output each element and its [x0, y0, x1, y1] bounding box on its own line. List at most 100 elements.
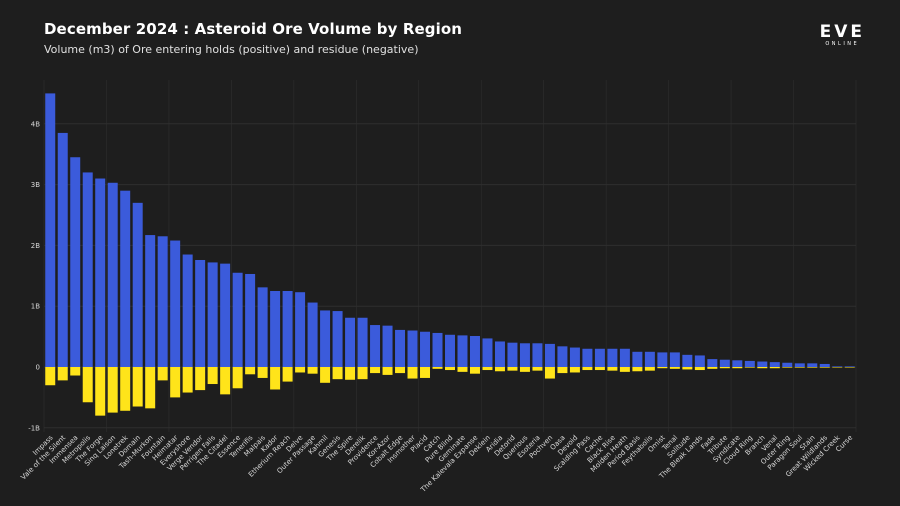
bar-positive[interactable]: [757, 361, 768, 367]
bar-positive[interactable]: [544, 343, 555, 367]
bar-positive[interactable]: [232, 272, 243, 367]
bar-positive[interactable]: [744, 360, 755, 367]
bar-negative[interactable]: [707, 367, 718, 369]
bar-negative[interactable]: [382, 367, 393, 375]
bar-negative[interactable]: [719, 367, 730, 369]
bar-negative[interactable]: [769, 367, 780, 369]
bar-positive[interactable]: [82, 172, 93, 367]
bar-positive[interactable]: [794, 363, 805, 367]
bar-negative[interactable]: [594, 367, 605, 371]
bar-positive[interactable]: [582, 348, 593, 367]
bar-negative[interactable]: [257, 367, 268, 378]
bar-negative[interactable]: [732, 367, 743, 369]
bar-positive[interactable]: [45, 93, 56, 368]
bar-positive[interactable]: [320, 310, 331, 367]
bar-positive[interactable]: [769, 362, 780, 367]
bar-positive[interactable]: [220, 263, 231, 367]
bar-negative[interactable]: [282, 367, 293, 382]
bar-positive[interactable]: [607, 348, 618, 367]
bar-positive[interactable]: [569, 347, 580, 367]
bar-positive[interactable]: [382, 325, 393, 367]
bar-positive[interactable]: [594, 348, 605, 367]
bar-positive[interactable]: [644, 351, 655, 367]
bar-positive[interactable]: [245, 273, 256, 367]
bar-negative[interactable]: [507, 367, 518, 371]
bar-positive[interactable]: [57, 132, 68, 367]
bar-positive[interactable]: [432, 332, 443, 367]
bar-negative[interactable]: [632, 367, 643, 372]
bar-positive[interactable]: [832, 366, 843, 367]
bar-negative[interactable]: [644, 367, 655, 371]
bar-negative[interactable]: [469, 367, 480, 374]
bar-positive[interactable]: [170, 240, 181, 367]
bar-positive[interactable]: [707, 359, 718, 367]
bar-positive[interactable]: [669, 352, 680, 367]
bar-positive[interactable]: [282, 291, 293, 367]
bar-positive[interactable]: [257, 287, 268, 367]
bar-positive[interactable]: [494, 341, 505, 367]
bar-negative[interactable]: [482, 367, 493, 371]
bar-negative[interactable]: [245, 367, 256, 375]
bar-positive[interactable]: [120, 190, 131, 367]
bar-positive[interactable]: [719, 359, 730, 367]
bar-positive[interactable]: [270, 291, 281, 367]
bar-positive[interactable]: [157, 236, 168, 367]
bar-positive[interactable]: [807, 363, 818, 367]
bar-negative[interactable]: [420, 367, 431, 378]
bar-negative[interactable]: [145, 367, 156, 409]
bar-negative[interactable]: [220, 367, 231, 395]
bar-positive[interactable]: [482, 338, 493, 367]
bar-negative[interactable]: [532, 367, 543, 371]
bar-negative[interactable]: [357, 367, 368, 380]
bar-positive[interactable]: [782, 362, 793, 367]
bar-negative[interactable]: [607, 367, 618, 371]
bar-negative[interactable]: [432, 367, 443, 369]
bar-negative[interactable]: [270, 367, 281, 390]
bar-positive[interactable]: [107, 182, 118, 367]
bar-negative[interactable]: [519, 367, 530, 372]
bar-negative[interactable]: [757, 367, 768, 369]
bar-positive[interactable]: [395, 329, 406, 367]
bar-negative[interactable]: [132, 367, 143, 407]
bar-positive[interactable]: [370, 325, 381, 367]
bar-negative[interactable]: [82, 367, 93, 403]
bar-negative[interactable]: [182, 367, 193, 393]
bar-positive[interactable]: [195, 259, 206, 367]
bar-negative[interactable]: [307, 367, 318, 374]
bar-negative[interactable]: [619, 367, 630, 372]
bar-negative[interactable]: [45, 367, 56, 386]
bar-positive[interactable]: [357, 317, 368, 367]
bar-negative[interactable]: [445, 367, 455, 371]
bar-positive[interactable]: [507, 342, 518, 367]
bar-negative[interactable]: [544, 367, 555, 379]
bar-positive[interactable]: [445, 334, 455, 367]
bar-negative[interactable]: [345, 367, 356, 380]
bar-negative[interactable]: [332, 367, 343, 380]
bar-positive[interactable]: [332, 311, 343, 367]
bar-positive[interactable]: [682, 354, 693, 367]
bar-negative[interactable]: [207, 367, 218, 385]
bar-positive[interactable]: [407, 330, 418, 367]
bar-negative[interactable]: [57, 367, 68, 381]
bar-positive[interactable]: [95, 178, 106, 367]
bar-negative[interactable]: [744, 367, 755, 368]
bar-negative[interactable]: [569, 367, 580, 373]
bar-positive[interactable]: [694, 355, 705, 367]
bar-negative[interactable]: [95, 367, 106, 416]
bar-negative[interactable]: [794, 367, 805, 368]
bar-positive[interactable]: [519, 343, 530, 367]
bar-positive[interactable]: [207, 262, 218, 367]
bar-negative[interactable]: [70, 367, 81, 376]
bar-negative[interactable]: [807, 367, 818, 368]
bar-positive[interactable]: [619, 348, 630, 367]
bar-positive[interactable]: [145, 235, 156, 367]
bar-negative[interactable]: [782, 367, 793, 368]
bar-negative[interactable]: [170, 367, 181, 398]
bar-negative[interactable]: [407, 367, 418, 379]
bar-negative[interactable]: [157, 367, 168, 381]
bar-negative[interactable]: [295, 367, 306, 373]
bar-positive[interactable]: [457, 335, 468, 367]
bar-negative[interactable]: [457, 367, 468, 372]
bar-negative[interactable]: [395, 367, 406, 374]
bar-negative[interactable]: [682, 367, 693, 370]
